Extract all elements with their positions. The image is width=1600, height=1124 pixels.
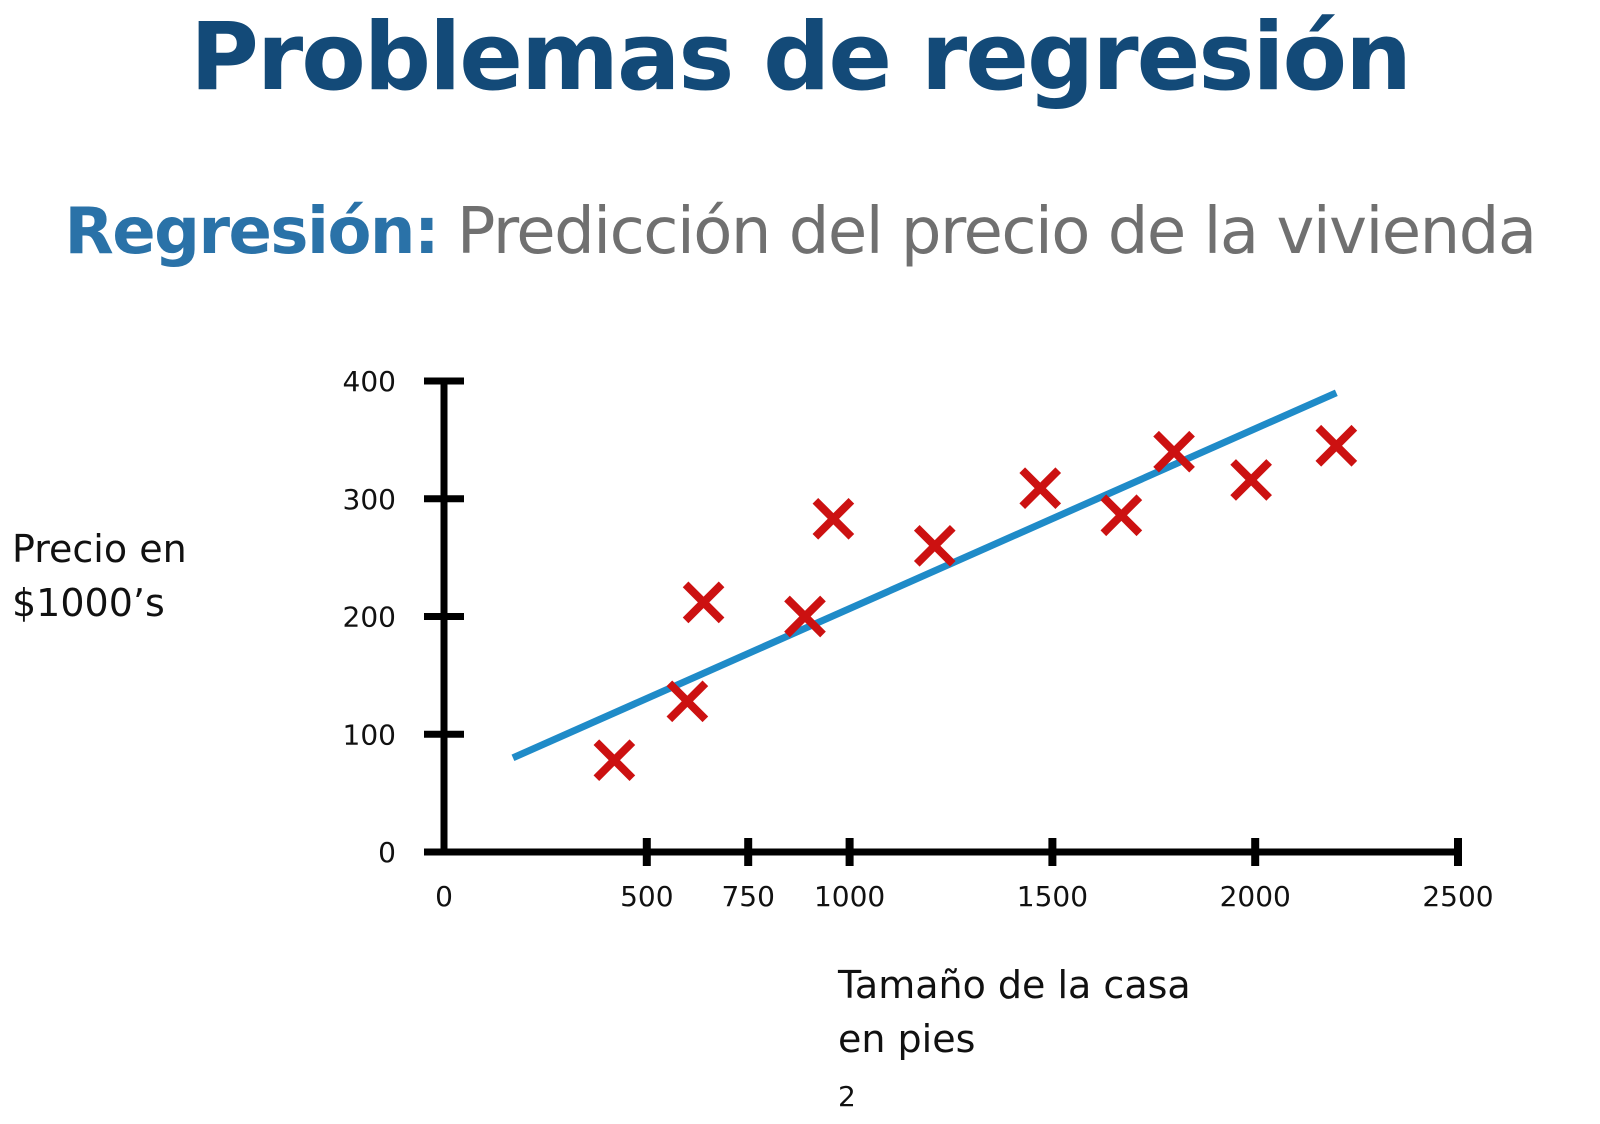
marker-stroke: [784, 595, 826, 638]
x-tick-label: 1000: [814, 880, 885, 913]
data-point-x-marker: [784, 595, 826, 638]
data-point-x-marker: [913, 525, 956, 567]
scatter-chart: 0 100 200 300 400 0 500 750 1000 1500 2000 2500: [343, 365, 1494, 913]
marker-stroke: [913, 525, 956, 567]
data-point-x-marker: [1230, 459, 1272, 501]
x-axis-label-line1: Tamaño de la casa: [838, 963, 1191, 1007]
marker-stroke: [812, 497, 855, 540]
data-point-x-marker: [1019, 467, 1062, 509]
axes: [424, 377, 1462, 866]
fit-line-group: [511, 389, 1338, 761]
y-tick-label: 100: [343, 718, 396, 751]
marker-stroke: [1100, 494, 1143, 537]
x-axis-label-line2-text: en pies: [838, 1017, 976, 1061]
data-point-x-marker: [1315, 424, 1358, 467]
y-tick-label: 400: [343, 365, 396, 398]
marker-stroke: [1019, 467, 1062, 509]
subtitle: Regresión: Predicción del precio de la v…: [0, 195, 1600, 270]
data-point-x-marker: [682, 581, 725, 624]
marker-stroke: [682, 581, 725, 624]
x-tick-label: 0: [435, 880, 453, 913]
x-tick-label: 1500: [1017, 880, 1088, 913]
x-tick-label: 750: [721, 880, 774, 913]
y-axis-label-line2: $1000’s: [12, 581, 165, 625]
x-tick-label: 2500: [1422, 880, 1493, 913]
y-tick-label: 200: [343, 601, 396, 634]
data-point-x-marker: [593, 739, 636, 781]
marker-stroke: [1315, 424, 1358, 467]
page-title: Problemas de regresión: [189, 3, 1412, 112]
data-point-x-marker: [812, 497, 855, 540]
y-axis-label: Precio en $1000’s: [12, 522, 187, 630]
subtitle-prefix: Regresión:: [64, 195, 439, 269]
marker-stroke: [593, 739, 636, 781]
x-axis-unit-suffix: 2: [838, 1080, 856, 1113]
tick-labels: 0 100 200 300 400 0 500 750 1000 1500 2000 2500: [343, 365, 1494, 913]
y-tick-label: 0: [378, 836, 396, 869]
data-point-x-marker: [666, 680, 709, 723]
x-tick-label: 2000: [1220, 880, 1291, 913]
y-axis-label-line1: Precio en: [12, 527, 187, 571]
data-point-x-marker: [1153, 430, 1195, 473]
data-point-x-marker: [1100, 494, 1143, 537]
y-tick-label: 300: [343, 483, 396, 516]
marker-stroke: [1153, 430, 1195, 473]
regression-line: [511, 389, 1338, 761]
marker-stroke: [1230, 459, 1272, 501]
x-tick-label: 500: [620, 880, 673, 913]
data-points: [593, 424, 1358, 781]
subtitle-text: Predicción del precio de la vivienda: [456, 195, 1537, 269]
marker-stroke: [666, 680, 709, 723]
